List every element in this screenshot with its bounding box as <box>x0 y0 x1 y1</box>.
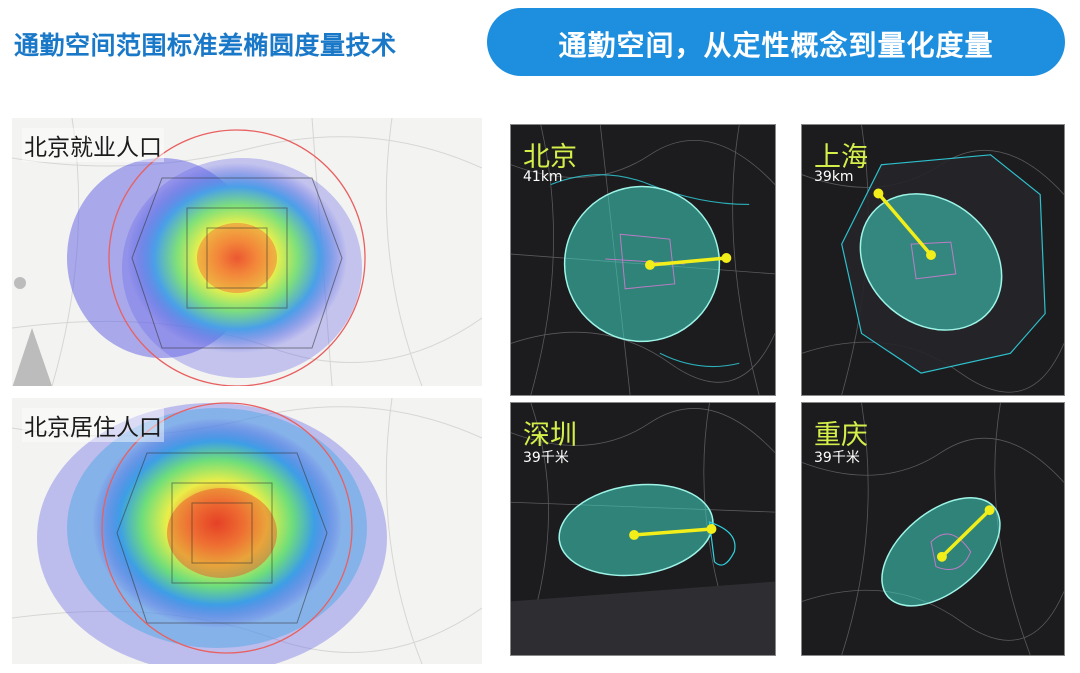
city-map-chongqing: 重庆 39千米 <box>801 402 1065 656</box>
page-title: 通勤空间范围标准差椭圆度量技术 <box>14 31 397 60</box>
city-map-shanghai: 上海 39km <box>801 124 1065 396</box>
heatmap-residence-label: 北京居住人口 <box>22 408 164 442</box>
city-map-chongqing-graphic <box>802 403 1064 655</box>
heatmap-employment: 北京就业人口 <box>12 118 482 386</box>
city-distance-chongqing: 39千米 <box>814 450 860 466</box>
city-distance-beijing: 41km <box>523 169 563 185</box>
city-map-shenzhen: 深圳 39千米 <box>510 402 776 656</box>
city-distance-shenzhen: 39千米 <box>523 450 569 466</box>
city-distance-shanghai: 39km <box>814 169 854 185</box>
city-map-shanghai-graphic <box>802 125 1064 395</box>
heatmap-employment-label: 北京就业人口 <box>22 128 164 162</box>
heatmap-employment-graphic <box>12 118 482 386</box>
city-name-chongqing: 重庆 <box>814 420 868 451</box>
city-name-shenzhen: 深圳 <box>523 420 577 451</box>
banner-text: 通勤空间，从定性概念到量化度量 <box>558 29 994 62</box>
heatmap-residence-graphic <box>12 398 482 664</box>
banner-pill: 通勤空间，从定性概念到量化度量 <box>487 8 1065 76</box>
city-map-beijing-graphic <box>511 125 775 395</box>
heatmap-residence: 北京居住人口 <box>12 398 482 664</box>
city-name-shanghai: 上海 <box>814 142 868 173</box>
city-map-beijing: 北京 41km <box>510 124 776 396</box>
city-name-beijing: 北京 <box>523 142 577 173</box>
city-map-shenzhen-graphic <box>511 403 775 655</box>
